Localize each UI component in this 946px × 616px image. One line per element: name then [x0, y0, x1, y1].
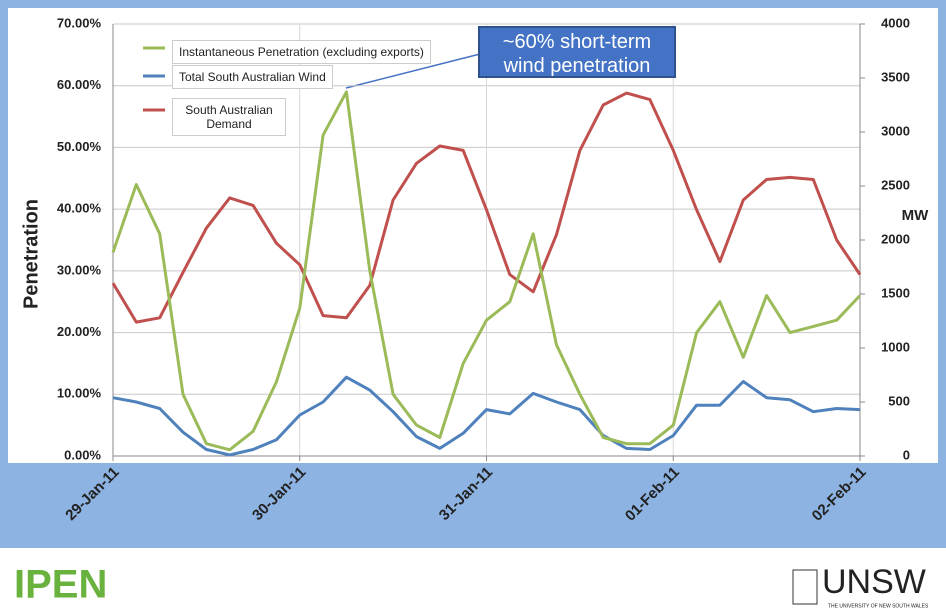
y2-tick-label: 3500: [881, 69, 910, 84]
logo-crest: [792, 569, 818, 605]
y2-axis-title: MW: [902, 207, 929, 224]
logo-right: UNSW: [822, 563, 926, 601]
y-tick-label: 70.00%: [57, 15, 102, 30]
y-tick-label: 10.00%: [57, 386, 102, 401]
y-tick-label: 60.00%: [57, 77, 102, 92]
y-tick-label: 40.00%: [57, 201, 102, 216]
logo-right-subtitle: THE UNIVERSITY OF NEW SOUTH WALES: [828, 603, 929, 609]
y2-tick-label: 1500: [881, 285, 910, 300]
y2-tick-label: 500: [888, 393, 910, 408]
y2-tick-label: 3000: [881, 123, 910, 138]
y2-tick-label: 2000: [881, 231, 910, 246]
y2-tick-label: 0: [903, 447, 910, 462]
legend-label: Total South Australian Wind: [172, 65, 333, 89]
y2-tick-label: 2500: [881, 177, 910, 192]
logo-left: IPEN: [14, 563, 107, 607]
y-tick-label: 0.00%: [64, 447, 101, 462]
series-line: [111, 90, 862, 452]
y-axis-title: Penetration: [20, 199, 42, 309]
y2-tick-label: 1000: [881, 339, 910, 354]
plot-background: [8, 8, 938, 463]
y-tick-label: 50.00%: [57, 139, 102, 154]
legend-label: Instantaneous Penetration (excluding exp…: [172, 40, 431, 64]
y-tick-label: 30.00%: [57, 262, 102, 277]
legend-label: South Australian Demand: [172, 98, 286, 136]
series-line: [112, 375, 861, 457]
y2-tick-label: 4000: [881, 15, 910, 30]
annotation: ~60% short-term wind penetration: [478, 26, 676, 78]
y-tick-label: 20.00%: [57, 324, 102, 339]
series-line: [111, 91, 862, 324]
annotation-arrow: [345, 53, 481, 89]
